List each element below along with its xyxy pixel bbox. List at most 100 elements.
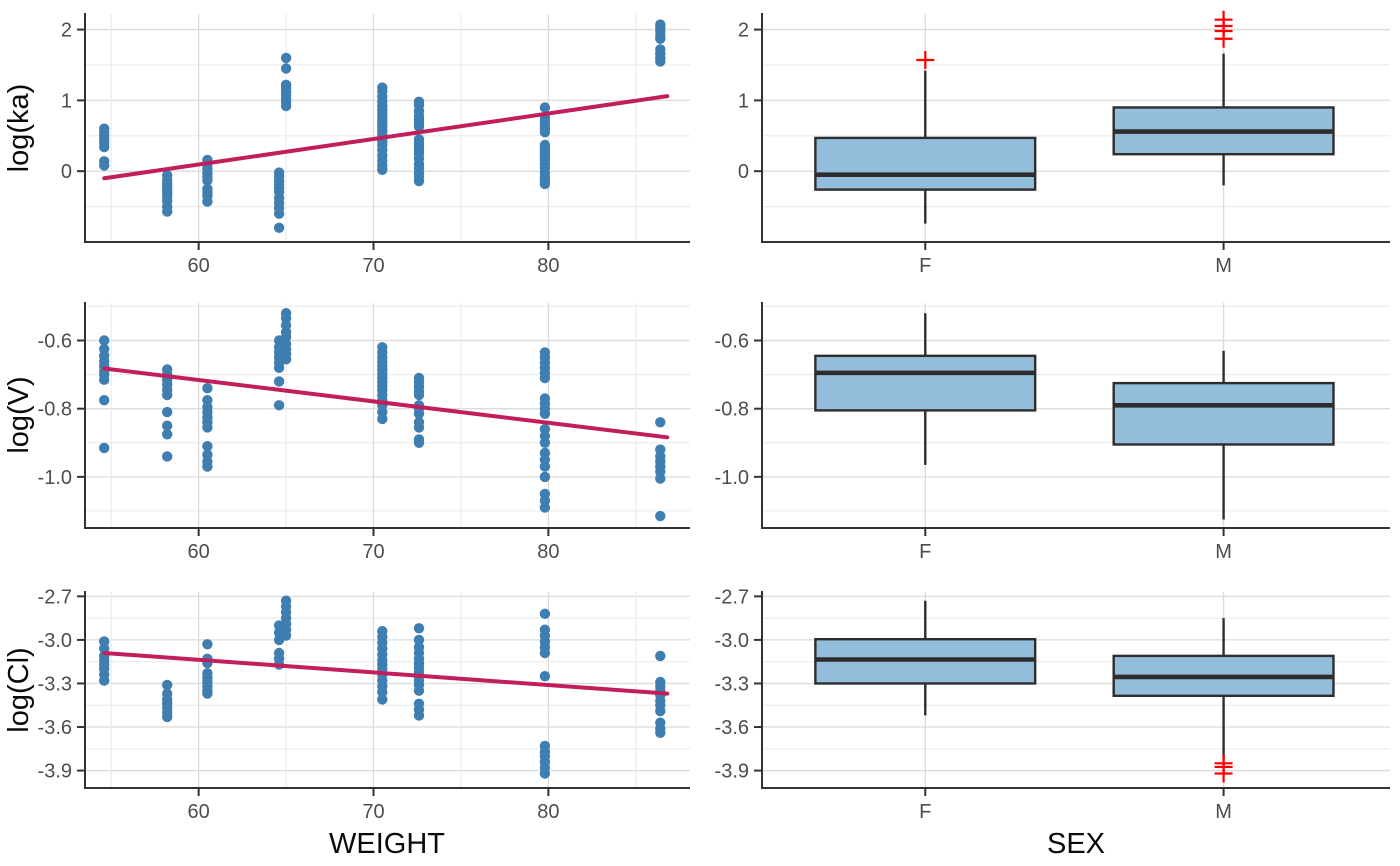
y-tick-label: -3.9 [715,761,749,783]
scatter-point [99,442,110,454]
scatter-point [202,422,213,433]
x-axis-title-sex: SEX [1047,828,1105,860]
scatter-point [99,335,110,346]
scatter-point [413,422,425,433]
y-tick-label: -1.0 [38,467,72,489]
scatter-point [202,639,213,650]
panels-group: 2 1 0 60 70 80 2 1 0 F M -0.6 -0.8 -1.0 60 70 80 -0.6 -0.8… [38,10,1390,823]
scatter-point [162,451,173,462]
y-tick-label: 2 [738,20,749,42]
regression-line [102,94,670,181]
box [1112,381,1335,446]
scatter-point [99,636,110,647]
scatter-point [655,56,666,67]
y-tick-label: 2 [61,20,72,42]
scatter-point [280,354,292,365]
scatter-point [273,376,285,387]
y-tick-label: -3.6 [38,717,72,739]
scatter-point [413,685,425,696]
scatter-point [202,688,213,699]
y-tick-label: -3.9 [38,761,72,783]
scatter-point [655,727,666,738]
scatter-point [655,417,666,428]
scatter-point [162,711,173,723]
scatter-point [377,694,388,705]
scatter-point [539,127,551,138]
x-tick-label: 60 [188,801,210,823]
x-tick-label: 80 [537,801,559,823]
scatter-point [655,650,666,662]
scatter-point [202,441,213,452]
scatter-point [539,408,551,419]
x-tick-label: 70 [362,541,384,563]
scatter-point [162,429,173,440]
box [814,136,1037,191]
y-axis-title-log-cl: log(Cl) [3,647,35,732]
scatter-point [539,647,551,659]
box [814,354,1037,412]
scatter-point [413,437,425,448]
x-tick-label: 70 [362,801,384,823]
scatter-point [539,372,551,384]
scatter-point [377,413,388,425]
boxplot-M [1112,350,1335,520]
scatter-point [202,196,213,207]
scatter-point [413,175,425,187]
x-tick-label: 70 [362,255,384,277]
scatter-point [280,100,292,112]
scatter-point [99,374,110,385]
scatter-point [273,362,285,373]
scatter-point [413,389,425,401]
panel-log-ka-by-sex: 2 1 0 F M [738,10,1390,277]
scatter-point [539,608,551,619]
y-tick-label: -0.8 [38,399,72,421]
boxplot-F [814,51,1037,224]
scatter-point [539,671,551,682]
boxplot-F [814,600,1037,716]
scatter-point [377,687,388,698]
regression-line [102,366,670,440]
scatter-point [539,461,551,472]
scatter-point [99,141,110,153]
scatter-point [273,208,285,219]
scatter-point [539,437,551,448]
scatter-point [162,389,173,401]
y-tick-label: -3.3 [715,673,749,695]
outlier-plus [1214,10,1233,29]
y-tick-label: -1.0 [715,467,749,489]
scatter-point [413,408,425,419]
scatter-point [99,675,110,686]
y-tick-label: -3.0 [715,630,749,652]
scatter-points [99,19,666,233]
x-tick-label: 60 [188,255,210,277]
scatter-point [162,206,173,217]
x-tick-label: 80 [537,255,559,277]
boxplot-F [814,313,1037,465]
scatter-point [655,510,666,522]
x-tick-label-F: F [919,801,931,823]
y-tick-label: -0.8 [715,399,749,421]
x-tick-label: 80 [537,541,559,563]
scatter-point [280,52,292,64]
y-tick-label: 0 [738,161,749,183]
scatter-point [99,395,110,406]
boxplot-M [1112,10,1335,186]
scatter-point [655,33,666,44]
scatter-point [413,121,425,132]
scatter-point [280,63,292,74]
scatter-point [280,630,292,641]
x-tick-label-F: F [919,255,931,277]
scatter-point [202,461,213,472]
scatter-point [413,710,425,721]
y-tick-label: 1 [738,90,749,112]
panel-log-cl-by-sex: -2.7 -3.0 -3.3 -3.6 -3.9 F M [715,586,1390,823]
scatter-point [273,400,285,411]
scatter-point [202,175,213,186]
panel-log-cl-vs-weight: -2.7 -3.0 -3.3 -3.6 -3.9 60 70 80 [38,586,690,823]
scatter-point [539,471,551,483]
outlier-plus [916,51,935,70]
y-axis-title-log-v: log(V) [3,376,35,453]
x-tick-label-M: M [1215,255,1232,277]
